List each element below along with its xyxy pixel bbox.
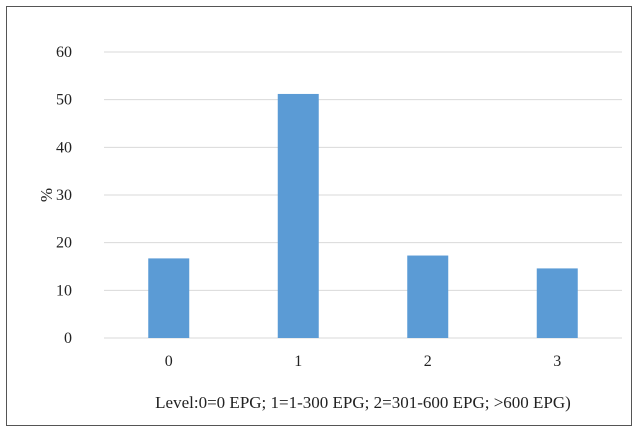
bars: [148, 93, 578, 339]
x-tick-label: 1: [294, 353, 302, 370]
bar-1: [277, 93, 319, 339]
x-axis-ticks: 0 1 2 3: [165, 353, 562, 370]
y-axis-title: %: [37, 188, 56, 202]
y-tick-label: 20: [56, 235, 72, 252]
y-tick-label: 0: [64, 330, 72, 347]
y-tick-label: 60: [56, 44, 72, 61]
y-tick-label: 40: [56, 139, 72, 156]
bar-0: [148, 258, 190, 338]
x-tick-label: 3: [553, 353, 561, 370]
x-axis-title: Level:0=0 EPG; 1=1-300 EPG; 2=301-600 EP…: [155, 393, 571, 412]
y-tick-label: 10: [56, 282, 72, 299]
x-tick-label: 2: [424, 353, 432, 370]
y-tick-label: 50: [56, 92, 72, 109]
bar-3: [536, 268, 578, 338]
bar-2: [407, 255, 449, 338]
x-tick-label: 0: [165, 353, 173, 370]
y-tick-label: 30: [56, 187, 72, 204]
y-axis-ticks: 0 10 20 30 40 50 60: [56, 44, 72, 347]
chart-frame: [6, 6, 632, 426]
gridlines: [104, 51, 622, 339]
